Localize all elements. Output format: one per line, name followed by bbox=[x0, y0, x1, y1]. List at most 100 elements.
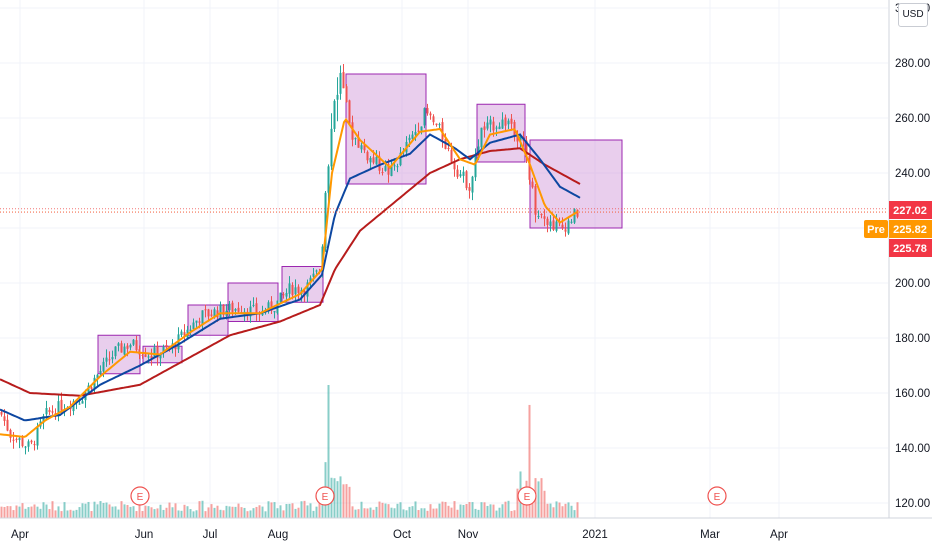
volume-bar bbox=[396, 503, 399, 518]
candle-body bbox=[78, 403, 81, 405]
volume-bar bbox=[516, 488, 519, 518]
volume-bar bbox=[555, 501, 558, 518]
volume-bar bbox=[501, 504, 504, 518]
volume-bar bbox=[189, 509, 192, 518]
candle-body bbox=[372, 157, 375, 163]
volume-bar bbox=[297, 507, 300, 518]
volume-bar bbox=[177, 510, 180, 518]
candle-body bbox=[309, 277, 312, 283]
volume-bar bbox=[123, 504, 126, 518]
candle-body bbox=[51, 411, 54, 413]
candle-body bbox=[489, 119, 492, 125]
x-tick-label: Nov bbox=[458, 529, 479, 541]
volume-bar bbox=[435, 508, 438, 518]
volume-bar bbox=[447, 505, 450, 518]
volume-bar bbox=[231, 506, 234, 518]
range-box bbox=[529, 139, 623, 229]
candle-body bbox=[354, 138, 357, 140]
candle-body bbox=[537, 215, 540, 217]
candle-body bbox=[210, 314, 213, 316]
candle-body bbox=[237, 307, 240, 312]
y-tick-label: 280.00 bbox=[895, 58, 930, 70]
candle-body bbox=[135, 340, 138, 351]
candle-body bbox=[459, 174, 462, 177]
candle-body bbox=[408, 137, 411, 141]
price-axis[interactable]: 120.00140.00160.00180.00200.00220.00240.… bbox=[888, 0, 930, 518]
time-axis[interactable]: Apr Jun Jul Aug Oct Nov 2021 Mar Apr bbox=[0, 517, 932, 541]
candle-body bbox=[414, 132, 417, 135]
volume-bar bbox=[183, 504, 186, 518]
volume-bar bbox=[471, 502, 474, 518]
volume-bar bbox=[114, 506, 117, 518]
candle-body bbox=[33, 444, 36, 446]
candle-body bbox=[24, 446, 27, 448]
candle-body bbox=[36, 426, 39, 446]
candle-body bbox=[312, 273, 315, 277]
volume-bar bbox=[483, 502, 486, 518]
volume-bar bbox=[480, 502, 483, 518]
volume-bar bbox=[93, 501, 96, 518]
candle-body bbox=[9, 429, 12, 438]
candle-body bbox=[453, 162, 456, 170]
volume-bar bbox=[498, 507, 501, 518]
currency-button[interactable]: USD bbox=[898, 3, 928, 27]
candle-body bbox=[366, 151, 369, 161]
volume-bar bbox=[456, 509, 459, 518]
volume-bar bbox=[165, 507, 168, 518]
y-tick-label: 140.00 bbox=[895, 443, 930, 455]
volume-bar bbox=[126, 504, 129, 518]
candle-body bbox=[285, 292, 288, 297]
earnings-label: E bbox=[524, 492, 531, 503]
candle-body bbox=[357, 136, 360, 148]
x-tick-label: Apr bbox=[11, 529, 29, 541]
candle-body bbox=[450, 149, 453, 162]
candle-body bbox=[423, 108, 426, 126]
candle-body bbox=[351, 122, 354, 140]
candle-body bbox=[324, 192, 327, 248]
volume-bar bbox=[129, 506, 132, 518]
volume-bar bbox=[42, 502, 45, 518]
candle-body bbox=[306, 282, 309, 297]
volume-bar bbox=[561, 506, 564, 518]
volume-bar bbox=[507, 500, 510, 518]
pre-market-label-bg bbox=[864, 220, 888, 238]
candle-body bbox=[132, 339, 135, 345]
x-tick-label: Mar bbox=[700, 529, 720, 541]
volume-bar bbox=[381, 502, 384, 518]
volume-bar bbox=[414, 501, 417, 518]
volume-bar bbox=[390, 507, 393, 518]
candle-body bbox=[93, 377, 96, 390]
volume-bar bbox=[3, 506, 6, 518]
volume-bar bbox=[99, 501, 102, 518]
candle-body bbox=[264, 312, 267, 314]
volume-bar bbox=[96, 504, 99, 518]
candle-body bbox=[60, 399, 63, 412]
price-lines bbox=[0, 208, 888, 213]
volume-bar bbox=[27, 507, 30, 518]
volume-bar bbox=[492, 504, 495, 518]
earnings-icon bbox=[517, 486, 537, 506]
candle-body bbox=[120, 343, 123, 353]
candle-body bbox=[501, 119, 504, 129]
candle-body bbox=[549, 221, 552, 227]
candle-body bbox=[363, 145, 366, 151]
candle-body bbox=[483, 126, 486, 130]
candle-body bbox=[384, 165, 387, 171]
volume-bar bbox=[195, 510, 198, 518]
volume-bar bbox=[225, 505, 228, 518]
volume-bar bbox=[489, 504, 492, 518]
volume-bar bbox=[66, 510, 69, 518]
candle-body bbox=[228, 303, 231, 311]
volume-bar bbox=[327, 385, 330, 518]
candle-body bbox=[543, 216, 546, 219]
candle-body bbox=[42, 416, 45, 423]
candle-body bbox=[333, 100, 336, 129]
candle-body bbox=[144, 354, 147, 357]
candle-body bbox=[198, 321, 201, 323]
candle-body bbox=[468, 187, 471, 191]
volume-bar bbox=[255, 506, 258, 518]
candle-body bbox=[465, 171, 468, 189]
candle-body bbox=[369, 157, 372, 163]
candle-body bbox=[180, 331, 183, 336]
